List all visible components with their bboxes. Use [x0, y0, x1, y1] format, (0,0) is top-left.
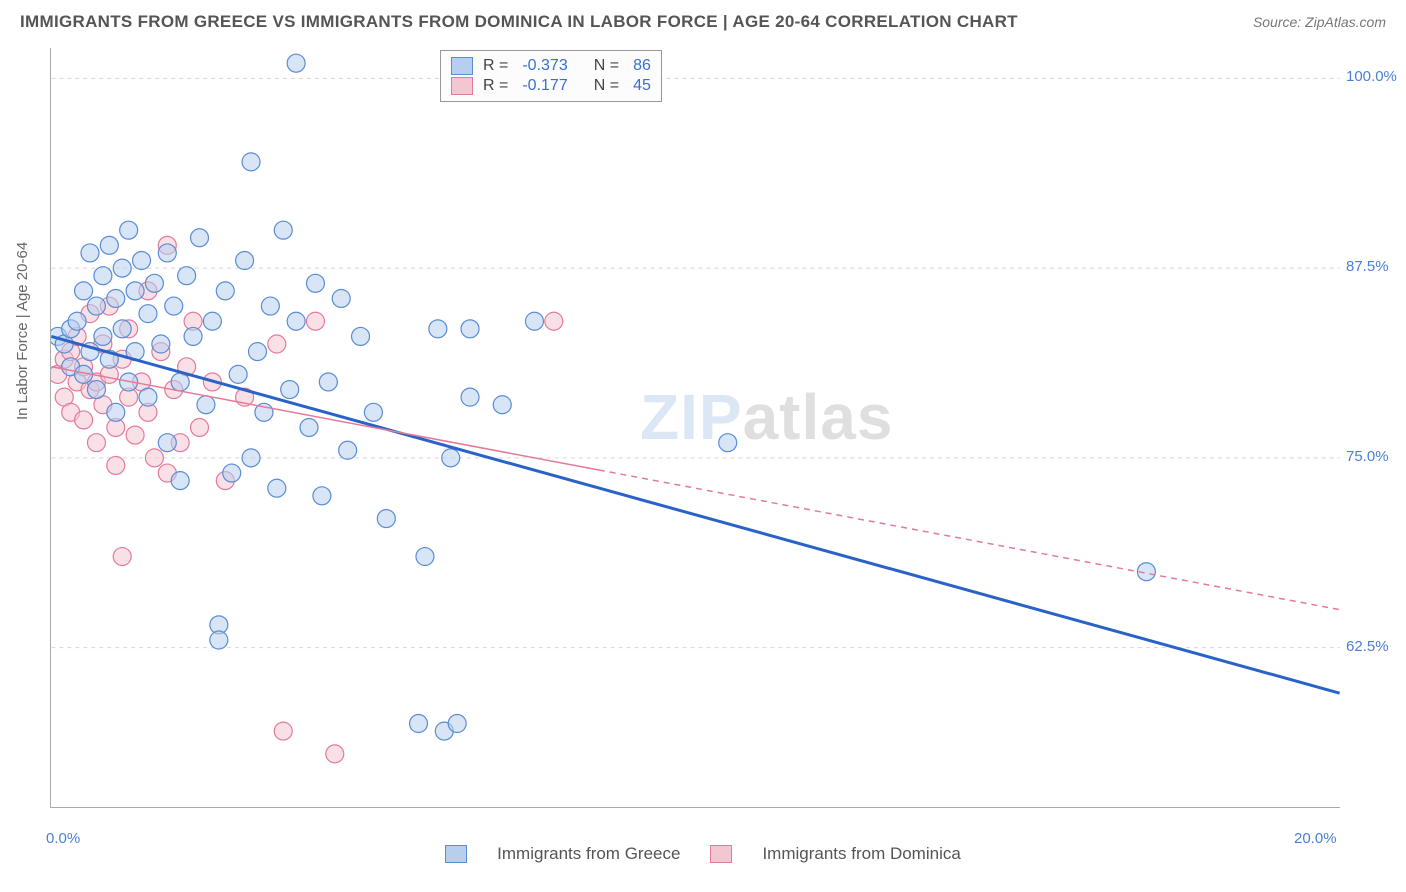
y-tick-label: 87.5% [1346, 258, 1389, 275]
chart-title: IMMIGRANTS FROM GREECE VS IMMIGRANTS FRO… [20, 12, 1018, 32]
title-bar: IMMIGRANTS FROM GREECE VS IMMIGRANTS FRO… [20, 12, 1386, 32]
y-tick-label: 100.0% [1346, 68, 1397, 85]
legend-label-greece: Immigrants from Greece [497, 844, 680, 864]
correlation-row-1: R = -0.373 N = 86 [451, 57, 651, 75]
n-value-greece: 86 [633, 57, 651, 75]
y-tick-label: 62.5% [1346, 638, 1389, 655]
y-tick-label: 75.0% [1346, 448, 1389, 465]
series-legend: Immigrants from Greece Immigrants from D… [0, 844, 1406, 864]
y-axis-title: In Labor Force | Age 20-64 [14, 242, 31, 420]
n-value-dominica: 45 [633, 77, 651, 95]
correlation-legend: R = -0.373 N = 86 R = -0.177 N = 45 [440, 50, 662, 102]
correlation-row-2: R = -0.177 N = 45 [451, 77, 651, 95]
legend-label-dominica: Immigrants from Dominica [762, 844, 960, 864]
source-label: Source: ZipAtlas.com [1253, 14, 1386, 30]
swatch-dominica-icon [451, 77, 473, 95]
swatch-greece-icon [445, 845, 467, 863]
swatch-greece-icon [451, 57, 473, 75]
x-tick-label: 20.0% [1294, 830, 1337, 847]
scatter-chart [51, 48, 1340, 807]
x-tick-label: 0.0% [46, 830, 80, 847]
plot-area [50, 48, 1340, 808]
swatch-dominica-icon [710, 845, 732, 863]
r-value-greece: -0.373 [522, 57, 567, 75]
r-value-dominica: -0.177 [522, 77, 567, 95]
